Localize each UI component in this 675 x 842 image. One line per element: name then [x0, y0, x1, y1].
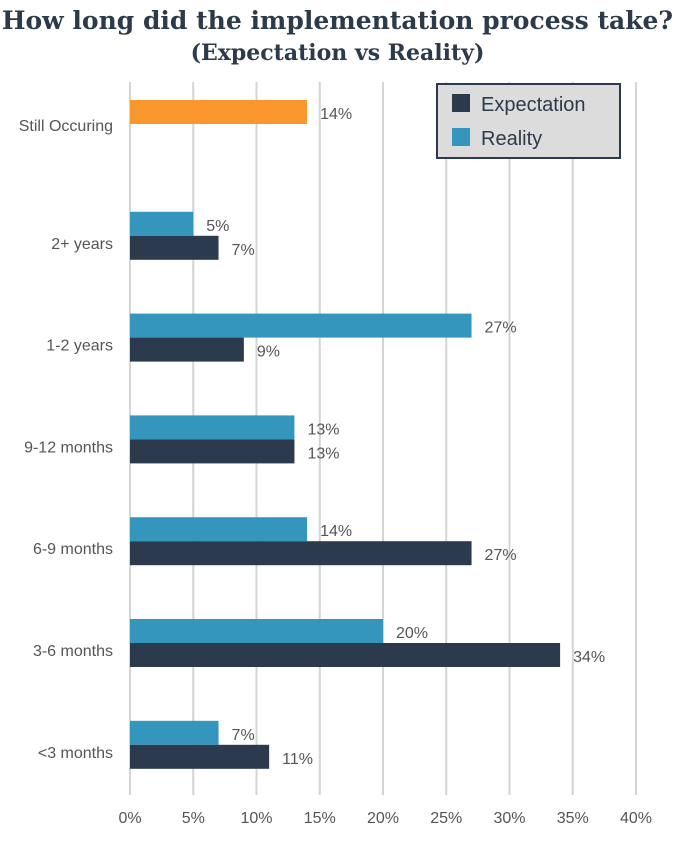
legend-label: Expectation: [481, 94, 586, 116]
x-tick-label: 5%: [182, 810, 205, 827]
bar-reality: [130, 100, 308, 124]
bar-expectation: [130, 337, 244, 362]
data-label-expectation: 27%: [485, 547, 517, 564]
data-label-expectation: 13%: [307, 445, 339, 462]
category-label: 6-9 months: [33, 541, 113, 558]
chart-title: How long did the implementation process …: [1, 6, 674, 35]
bar-expectation: [130, 439, 295, 464]
category-label: 1-2 years: [46, 338, 113, 355]
bar-reality: [130, 720, 219, 745]
data-label-reality: 5%: [206, 218, 229, 235]
data-label-reality: 20%: [396, 625, 428, 642]
bar-expectation: [130, 744, 270, 769]
bar-reality: [130, 517, 308, 542]
category-label: 3-6 months: [33, 643, 113, 660]
legend-swatch: [452, 128, 470, 146]
category-label: 2+ years: [51, 236, 113, 253]
category-label: <3 months: [38, 745, 113, 762]
data-label-reality: 14%: [320, 523, 352, 540]
category-label: Still Occuring: [19, 118, 113, 135]
data-label-expectation: 9%: [257, 344, 280, 361]
x-tick-label: 35%: [557, 810, 589, 827]
x-tick-label: 25%: [430, 810, 462, 827]
legend-label: Reality: [481, 128, 542, 150]
data-label-expectation: 34%: [573, 649, 605, 666]
chart-subtitle: (Expectation vs Reality): [190, 40, 485, 66]
x-tick-label: 0%: [118, 810, 141, 827]
bar-reality: [130, 313, 472, 338]
x-tick-label: 40%: [620, 810, 652, 827]
x-tick-label: 15%: [304, 810, 336, 827]
bar-expectation: [130, 643, 561, 667]
data-label-reality: 13%: [307, 421, 339, 438]
bar-reality: [130, 619, 383, 643]
x-tick-label: 20%: [367, 810, 399, 827]
bar-reality: [130, 415, 295, 440]
data-label-reality: 7%: [232, 727, 255, 744]
data-label-expectation: 11%: [282, 751, 313, 768]
x-tick-label: 10%: [240, 810, 272, 827]
data-label-reality: 14%: [320, 106, 352, 123]
category-label: 9-12 months: [24, 439, 113, 456]
legend-swatch: [452, 94, 470, 112]
x-tick-label: 30%: [493, 810, 525, 827]
bar-expectation: [130, 235, 219, 260]
bar-expectation: [130, 541, 472, 566]
bar-reality: [130, 211, 194, 236]
data-label-reality: 27%: [485, 320, 517, 337]
data-label-expectation: 7%: [232, 242, 255, 259]
